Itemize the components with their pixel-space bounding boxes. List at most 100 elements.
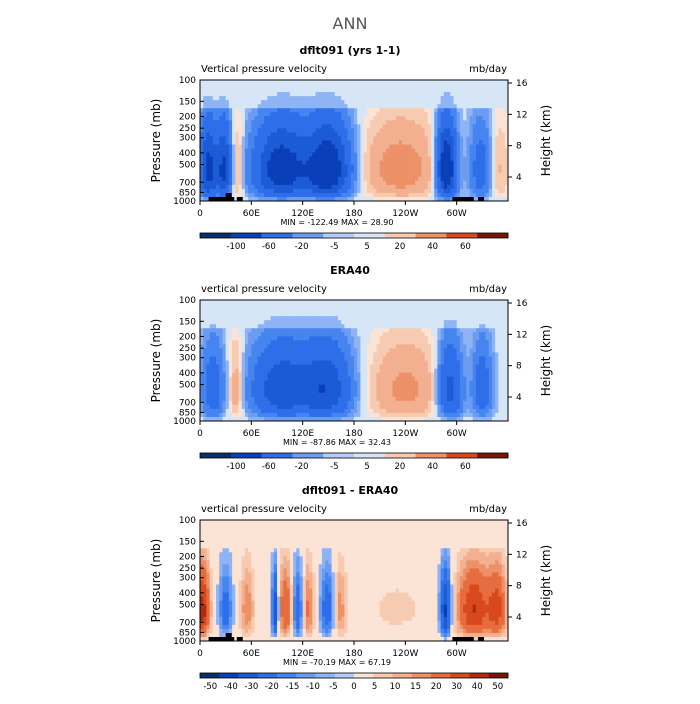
heatmap-cell bbox=[258, 304, 262, 308]
heatmap-cell bbox=[415, 185, 419, 189]
heatmap-cell bbox=[226, 136, 230, 140]
heatmap-cell bbox=[229, 141, 233, 145]
heatmap-cell bbox=[402, 332, 406, 336]
heatmap-cell bbox=[431, 92, 435, 96]
heatmap-cell bbox=[457, 369, 461, 373]
heatmap-cell bbox=[498, 132, 502, 136]
heatmap-cell bbox=[242, 136, 246, 140]
heatmap-cell bbox=[492, 112, 496, 116]
heatmap-cell bbox=[421, 80, 425, 84]
heatmap-cell bbox=[476, 185, 480, 189]
heatmap-cell bbox=[271, 189, 275, 193]
heatmap-cell bbox=[418, 132, 422, 136]
heatmap-cell bbox=[370, 92, 374, 96]
heatmap-cell bbox=[306, 120, 310, 124]
heatmap-cell bbox=[239, 177, 243, 181]
heatmap-cell bbox=[277, 308, 281, 312]
heatmap-cell bbox=[306, 88, 310, 92]
heatmap-cell bbox=[283, 112, 287, 116]
heatmap-cell bbox=[210, 316, 214, 320]
heatmap-cell bbox=[219, 104, 223, 108]
heatmap-cell bbox=[383, 128, 387, 132]
heatmap-cell bbox=[348, 181, 352, 185]
heatmap-cell bbox=[386, 189, 390, 193]
heatmap-cell bbox=[245, 332, 249, 336]
heatmap-cell bbox=[280, 80, 284, 84]
heatmap-cell bbox=[312, 308, 316, 312]
heatmap-cell bbox=[309, 116, 313, 120]
heatmap-cell bbox=[486, 300, 490, 304]
heatmap-cell bbox=[261, 173, 265, 177]
heatmap-cell bbox=[457, 136, 461, 140]
heatmap-cell bbox=[216, 300, 220, 304]
heatmap-cell bbox=[409, 84, 413, 88]
heatmap-cell bbox=[393, 120, 397, 124]
heatmap-cell bbox=[306, 356, 310, 360]
heatmap-cell bbox=[255, 116, 259, 120]
heatmap-cell bbox=[277, 177, 281, 181]
heatmap-cell bbox=[412, 149, 416, 153]
heatmap-cell bbox=[322, 365, 326, 369]
heatmap-cell bbox=[447, 145, 451, 149]
heatmap-cell bbox=[386, 173, 390, 177]
heatmap-cell bbox=[328, 312, 332, 316]
heatmap-cell bbox=[216, 173, 220, 177]
heatmap-cell bbox=[338, 181, 342, 185]
heatmap-cell bbox=[373, 161, 377, 165]
heatmap-cell bbox=[473, 161, 477, 165]
heatmap-cell bbox=[251, 308, 255, 312]
heatmap-cell bbox=[328, 308, 332, 312]
heatmap-cell bbox=[380, 361, 384, 365]
heatmap-cell bbox=[267, 88, 271, 92]
heatmap-cell bbox=[418, 193, 422, 197]
heatmap-cell bbox=[463, 96, 467, 100]
heatmap-cell bbox=[309, 145, 313, 149]
heatmap-cell bbox=[450, 149, 454, 153]
heatmap-cell bbox=[341, 324, 345, 328]
heatmap-cell bbox=[328, 104, 332, 108]
heatmap-cell bbox=[293, 177, 297, 181]
heatmap-cell bbox=[386, 116, 390, 120]
heatmap-cell bbox=[344, 169, 348, 173]
heatmap-cell bbox=[399, 141, 403, 145]
heatmap-cell bbox=[463, 312, 467, 316]
heatmap-cell bbox=[473, 336, 477, 340]
heatmap-cell bbox=[251, 385, 255, 389]
heatmap-cell bbox=[473, 145, 477, 149]
heatmap-cell bbox=[428, 120, 432, 124]
heatmap-cell bbox=[405, 356, 409, 360]
heatmap-cell bbox=[203, 352, 207, 356]
heatmap-cell bbox=[431, 365, 435, 369]
heatmap-cell bbox=[402, 84, 406, 88]
heatmap-cell bbox=[213, 356, 217, 360]
heatmap-cell bbox=[434, 116, 438, 120]
heatmap-cell bbox=[476, 304, 480, 308]
heatmap-cell bbox=[290, 308, 294, 312]
heatmap-cell bbox=[421, 128, 425, 132]
heatmap-cell bbox=[434, 356, 438, 360]
heatmap-cell bbox=[476, 173, 480, 177]
heatmap-cell bbox=[495, 141, 499, 145]
heatmap-cell bbox=[290, 369, 294, 373]
heatmap-cell bbox=[267, 365, 271, 369]
heatmap-cell bbox=[299, 308, 303, 312]
heatmap-cell bbox=[338, 189, 342, 193]
heatmap-cell bbox=[492, 149, 496, 153]
heatmap-cell bbox=[258, 116, 262, 120]
heatmap-cell bbox=[332, 96, 336, 100]
heatmap-cell bbox=[482, 336, 486, 340]
heatmap-cell bbox=[341, 185, 345, 189]
heatmap-cell bbox=[450, 116, 454, 120]
heatmap-cell bbox=[431, 116, 435, 120]
heatmap-cell bbox=[476, 161, 480, 165]
heatmap-cell bbox=[267, 161, 271, 165]
heatmap-cell bbox=[492, 92, 496, 96]
heatmap-cell bbox=[354, 332, 358, 336]
heatmap-cell bbox=[280, 88, 284, 92]
heatmap-cell bbox=[271, 336, 275, 340]
heatmap-cell bbox=[306, 181, 310, 185]
heatmap-cell bbox=[322, 373, 326, 377]
heatmap-cell bbox=[213, 136, 217, 140]
heatmap-cell bbox=[335, 369, 339, 373]
heatmap-cell bbox=[482, 356, 486, 360]
